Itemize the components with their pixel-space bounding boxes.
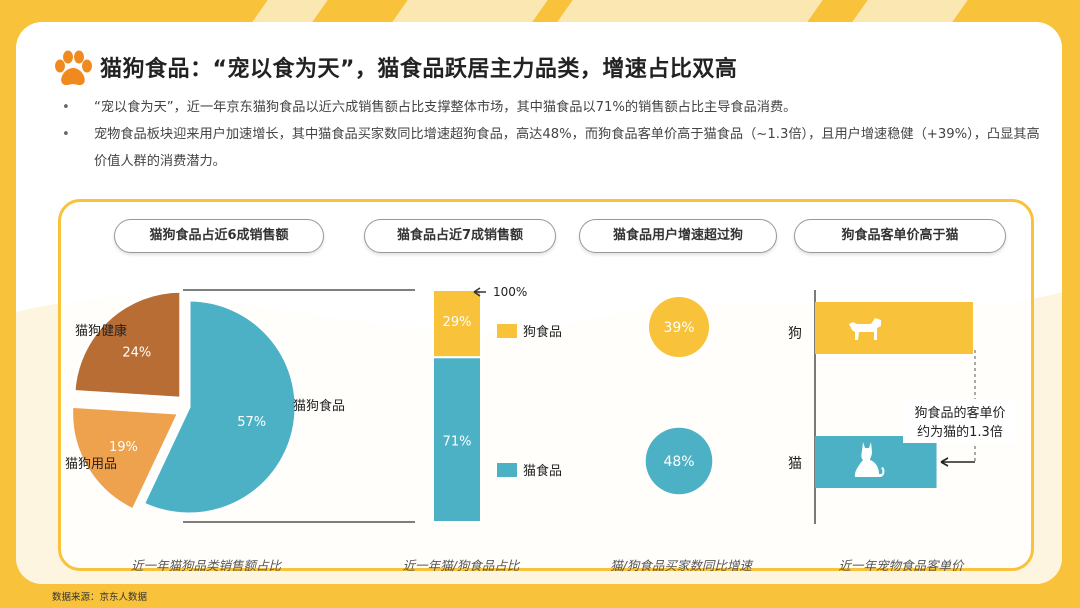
decor-stripe [392,0,548,22]
pie-slice-cat-dog-food [141,298,298,516]
paw-icon [55,50,92,86]
stacked-bar-chart: 29% 71% [432,289,482,523]
category-label-cat: 猫 [788,456,802,472]
caption-stacked: 近一年猫/狗食品占比 [402,558,520,573]
annotation-bg [903,399,1017,443]
legend-swatch-cat-food [497,463,517,477]
growth-bubbles: 39% 48% [645,297,713,495]
bullet-list: “宠以食为天”，近一年京东猫狗食品以近六成销售额占比支撑整体市场，其中猫食品以7… [62,94,1042,175]
annotation-line-2: 约为猫的1.3倍 [917,424,1003,440]
stacked-segment-dog-food [432,289,482,359]
slide-card: 猫狗食品：“宠以食为天”，猫食品跃居主力品类，增速占比双高 “宠以食为天”，近一… [16,22,1062,584]
bubble-cat-food [645,427,713,495]
pie-chart: 57% 19% 24% [70,289,298,516]
decor-stripe [557,0,823,22]
total-label: 100% [493,285,527,299]
pill-sales-share: 猫狗食品占近6成销售额 [114,219,324,253]
pie-slice-health [70,404,181,512]
stacked-value-label: 29% [443,315,472,330]
stacked-segment-cat-food [432,356,482,523]
dog-icon [849,318,881,340]
pie-label-supplies: 猫狗用品 [65,457,117,472]
bubble-value-label: 48% [663,454,694,470]
pill-unit-price: 狗食品客单价高于猫 [794,219,1006,253]
pie-label-health: 猫狗健康 [75,323,127,339]
cat-icon [854,442,885,477]
hbar-cat [815,436,937,488]
pie-slice-supplies [72,289,183,400]
category-label-dog: 狗 [788,326,802,342]
annotation-line-1: 狗食品的客单价 [914,405,1005,421]
caption-unit-price: 近一年宠物食品客单价 [838,558,964,573]
decor-stripe [252,0,328,22]
legend-swatch-dog-food [497,324,517,338]
annotation-arrow [940,457,975,467]
legend-label-dog-food: 狗食品 [523,324,562,340]
bubble-dog-food [649,297,709,357]
bullet-item: 宠物食品板块迎来用户加速增长，其中猫食品买家数同比增速超狗食品，高达48%，而狗… [62,121,1042,175]
pill-cat-food-share: 猫食品占近7成销售额 [364,219,556,253]
decor-stripe [852,0,968,22]
pie-value-label: 57% [237,415,266,430]
bullet-item: “宠以食为天”，近一年京东猫狗食品以近六成销售额占比支撑整体市场，其中猫食品以7… [62,94,1042,121]
caption-growth: 猫/狗食品买家数同比增速 [610,558,752,573]
pie-value-label: 24% [122,345,151,360]
charts-panel: 猫狗食品占近6成销售额 猫食品占近7成销售额 猫食品用户增速超过狗 狗食品客单价… [58,199,1034,573]
data-source: 数据来源：京东人数据 [52,592,148,603]
pill-user-growth: 猫食品用户增速超过狗 [579,219,777,253]
caption-pie: 近一年猫狗品类销售额占比 [130,558,281,573]
page-title: 猫狗食品：“宠以食为天”，猫食品跃居主力品类，增速占比双高 [100,57,738,82]
pie-label-cat-dog-food: 猫狗食品 [293,398,345,414]
bubble-value-label: 39% [663,320,694,336]
charts-svg: 57%19%24% 猫狗食品 猫狗健康 猫狗用品 29%71% 100% 狗食品… [65,285,1017,524]
arrow-left-icon [473,287,486,297]
stacked-value-label: 71% [443,434,472,449]
legend-label-cat-food: 猫食品 [523,463,562,479]
pie-value-label: 19% [109,440,138,455]
unit-price-bars [815,302,973,488]
hbar-dog [815,302,973,354]
